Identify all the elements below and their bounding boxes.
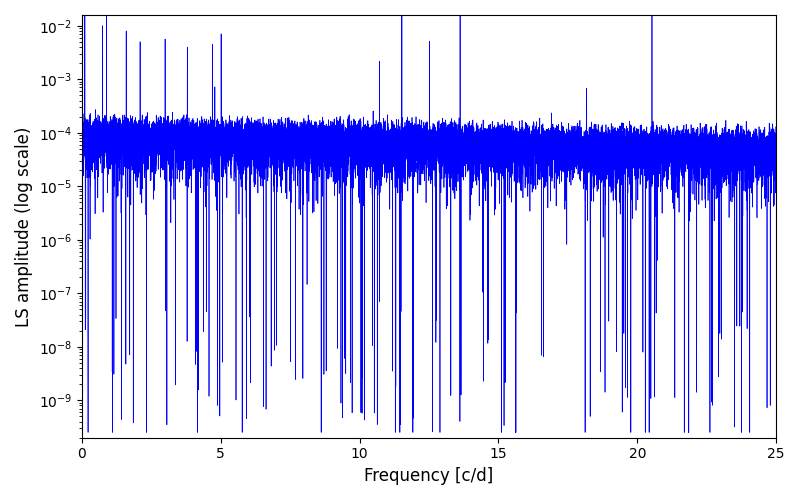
X-axis label: Frequency [c/d]: Frequency [c/d] bbox=[364, 467, 494, 485]
Y-axis label: LS amplitude (log scale): LS amplitude (log scale) bbox=[15, 126, 33, 326]
